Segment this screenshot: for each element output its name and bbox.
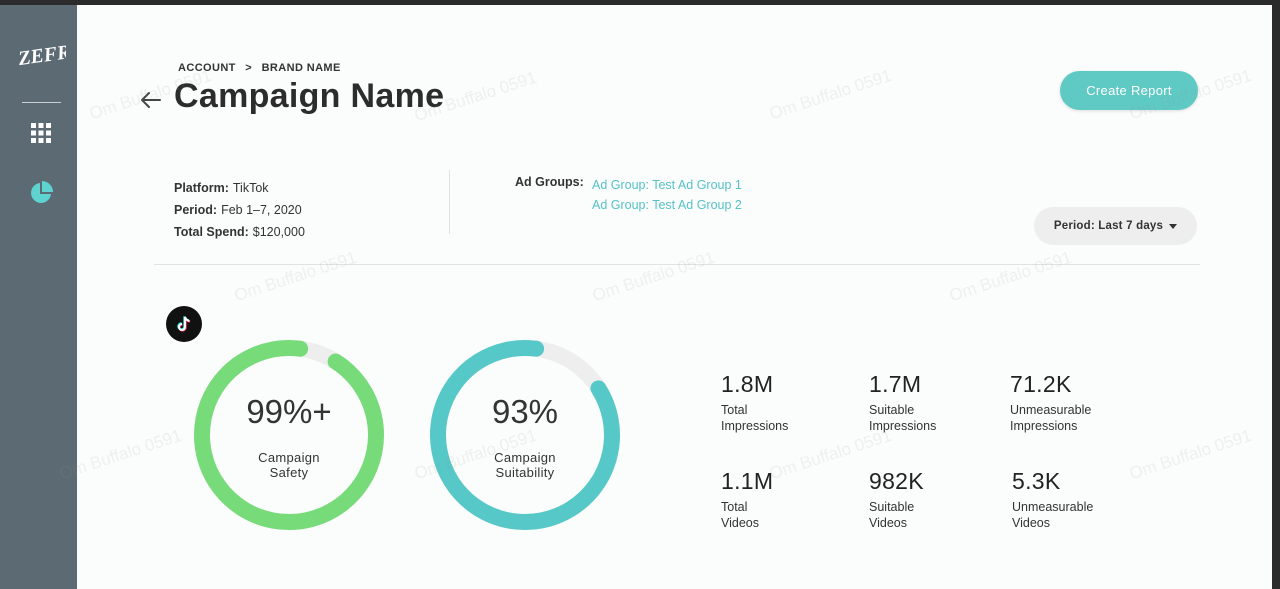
watermark: Om Buffalo 0591 [57, 425, 184, 484]
stat-label-line1: Unmeasurable [1010, 403, 1092, 417]
ad-groups-list: Ad Group: Test Ad Group 1 Ad Group: Test… [592, 175, 742, 215]
period-row: Period: Feb 1–7, 2020 [174, 199, 305, 221]
stat-suitable-impressions: 1.7M Suitable Impressions [869, 371, 1009, 434]
stat-value: 1.7M [869, 371, 922, 397]
ad-groups-label: Ad Groups: [515, 175, 584, 189]
stat-label-line2: Videos [1012, 516, 1050, 530]
stat-unmeasurable-impressions: 71.2K Unmeasurable Impressions [1010, 371, 1150, 434]
watermark: Om Buffalo 0591 [767, 65, 894, 124]
stat-value: 1.8M [721, 371, 774, 397]
suitability-label-line1: Campaign [494, 450, 556, 465]
sidebar-divider [22, 102, 61, 103]
period-dropdown-label: Period: Last 7 days [1053, 220, 1164, 232]
stat-unmeasurable-videos: 5.3K Unmeasurable Videos [1012, 468, 1152, 531]
safety-label: Campaign Safety [191, 450, 387, 480]
stat-value: 71.2K [1010, 371, 1072, 397]
page-title: Campaign Name [174, 77, 445, 115]
stat-label: Unmeasurable Impressions [1010, 402, 1150, 434]
stat-value: 982K [869, 468, 924, 494]
ad-group-link[interactable]: Ad Group: Test Ad Group 1 [592, 178, 742, 192]
main-content: ACCOUNT > BRAND NAME Campaign Name Creat… [57, 5, 1272, 589]
suitability-gauge-arc [430, 340, 620, 530]
back-arrow-icon[interactable] [140, 91, 162, 109]
breadcrumb-separator: > [245, 62, 253, 74]
info-divider [449, 170, 450, 234]
stat-label-line2: Videos [721, 516, 759, 530]
period-value: Feb 1–7, 2020 [221, 203, 302, 217]
logo-text: ZEFR [16, 41, 66, 70]
breadcrumb: ACCOUNT > BRAND NAME [178, 62, 347, 74]
suitability-label-line2: Suitability [495, 465, 555, 480]
suitability-label: Campaign Suitability [427, 450, 623, 480]
platform-label: Platform: [174, 181, 229, 195]
watermark: Om Buffalo 0591 [232, 247, 359, 306]
grid-icon[interactable] [30, 122, 52, 144]
stat-label-line1: Suitable [869, 500, 915, 514]
stat-label-line2: Impressions [1010, 419, 1078, 433]
safety-gauge-arc [194, 340, 384, 530]
tiktok-logo-icon [166, 306, 202, 342]
section-divider [154, 264, 1200, 265]
platform-value: TikTok [232, 181, 269, 195]
stat-suitable-videos: 982K Suitable Videos [869, 468, 1009, 531]
stat-total-videos: 1.1M Total Videos [721, 468, 861, 531]
watermark: Om Buffalo 0591 [947, 247, 1074, 306]
create-report-button[interactable]: Create Report [1060, 71, 1198, 110]
spend-row: Total Spend: $120,000 [174, 221, 305, 243]
stat-label: Suitable Impressions [869, 402, 1009, 434]
stat-total-impressions: 1.8M Total Impressions [721, 371, 861, 434]
stat-label-line1: Unmeasurable [1012, 500, 1094, 514]
stat-label-line1: Total [721, 403, 748, 417]
stat-label-line1: Suitable [869, 403, 915, 417]
stat-label-line2: Videos [869, 516, 907, 530]
campaign-suitability-gauge: 93% Campaign Suitability [427, 337, 623, 533]
campaign-safety-gauge: 99%+ Campaign Safety [191, 337, 387, 533]
safety-label-line1: Campaign [258, 450, 320, 465]
safety-label-line2: Safety [269, 465, 309, 480]
platform-row: Platform: TikTok [174, 177, 305, 199]
ad-group-link[interactable]: Ad Group: Test Ad Group 2 [592, 198, 742, 212]
stat-label: Unmeasurable Videos [1012, 499, 1152, 531]
watermark: Om Buffalo 0591 [590, 247, 717, 306]
stat-label-line1: Total [721, 500, 748, 514]
period-dropdown[interactable]: Period: Last 7 days [1034, 207, 1197, 245]
app-window: ZEFR ACCOUNT > BRAND NAME Campaign Name … [0, 5, 1272, 589]
stat-label-line2: Impressions [869, 419, 937, 433]
stat-label: Total Impressions [721, 402, 861, 434]
suitability-percent: 93% [491, 393, 559, 430]
period-label: Period: [174, 203, 218, 217]
zefr-logo[interactable]: ZEFR [16, 37, 66, 71]
stat-value: 1.1M [721, 468, 774, 494]
campaign-info: Platform: TikTok Period: Feb 1–7, 2020 Tot… [174, 177, 305, 243]
stat-value: 5.3K [1012, 468, 1061, 494]
pie-chart-icon[interactable] [28, 180, 54, 206]
stat-label: Total Videos [721, 499, 861, 531]
breadcrumb-account[interactable]: ACCOUNT [178, 62, 236, 74]
spend-label: Total Spend: [174, 225, 249, 239]
stat-label-line2: Impressions [721, 419, 789, 433]
stat-label: Suitable Videos [869, 499, 1009, 531]
safety-percent: 99%+ [246, 393, 332, 430]
sidebar: ZEFR [0, 5, 77, 589]
caret-down-icon [1169, 223, 1178, 229]
breadcrumb-brand[interactable]: BRAND NAME [261, 62, 341, 74]
spend-value: $120,000 [252, 225, 305, 239]
